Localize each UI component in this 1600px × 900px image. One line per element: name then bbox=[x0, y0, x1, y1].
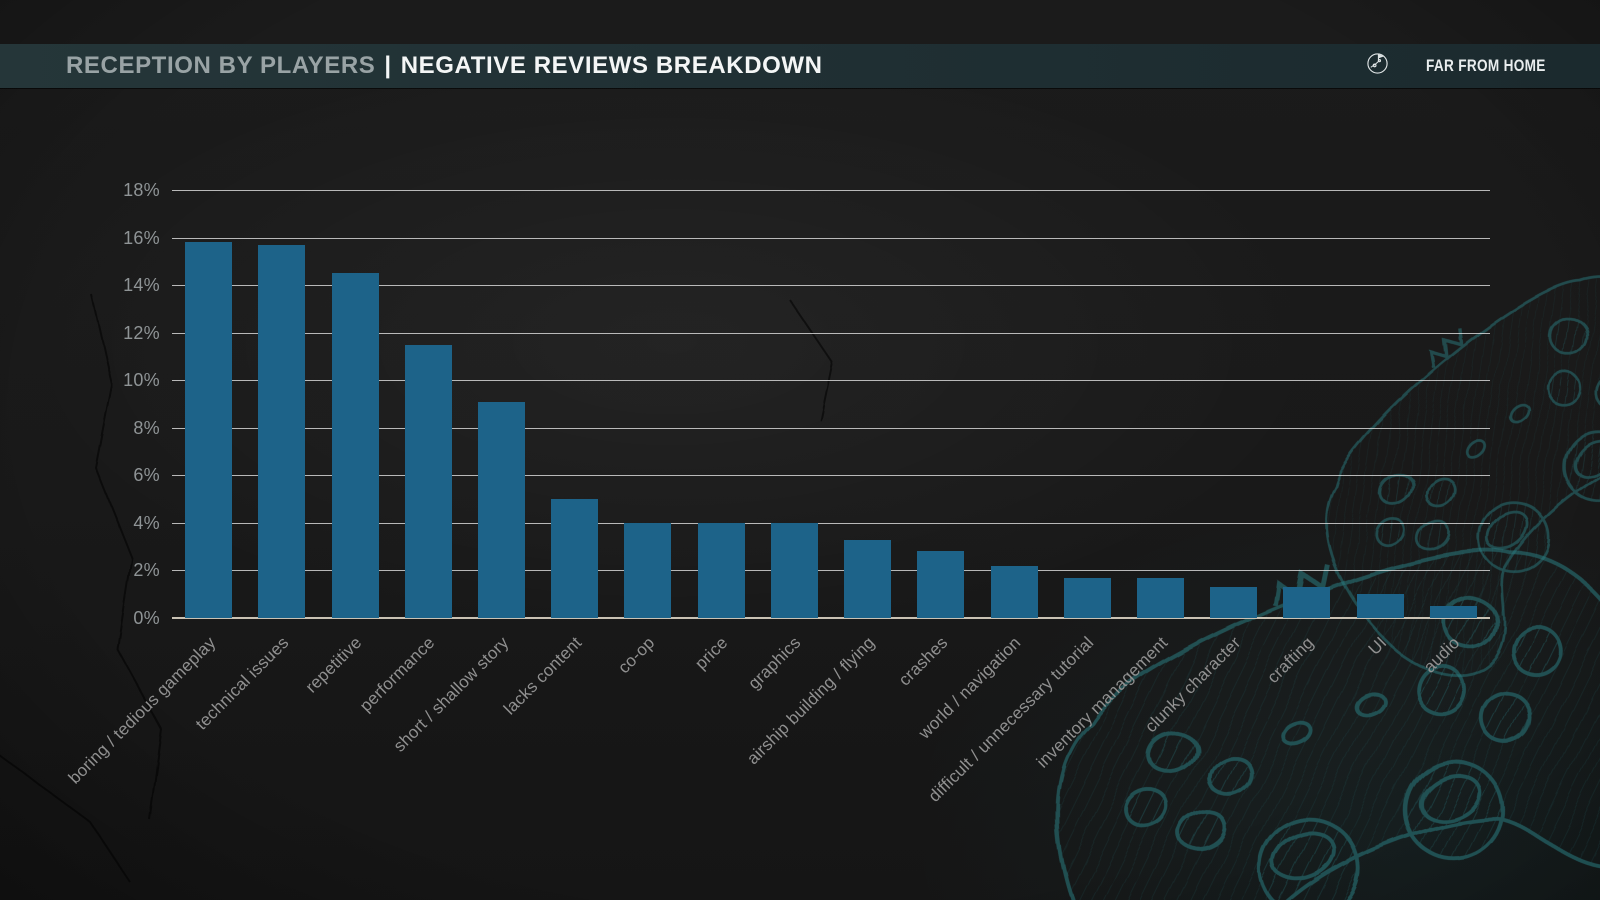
y-tick-label: 2% bbox=[133, 560, 160, 581]
brand-logo: FAR FROM HOME bbox=[1366, 52, 1600, 80]
bar bbox=[331, 273, 379, 618]
gridline bbox=[172, 427, 1490, 429]
bar bbox=[478, 401, 525, 618]
bar bbox=[1283, 587, 1331, 618]
y-tick-label: 14% bbox=[123, 275, 160, 296]
bar bbox=[1429, 606, 1477, 618]
gridline bbox=[172, 237, 1490, 239]
bar bbox=[770, 522, 818, 618]
gridline bbox=[172, 522, 1490, 524]
page-title: RECEPTION BY PLAYERS | NEGATIVE REVIEWS BR… bbox=[0, 52, 823, 80]
y-tick-label: 18% bbox=[123, 180, 160, 200]
bar bbox=[1356, 594, 1404, 618]
gridline bbox=[172, 380, 1490, 382]
x-axis-line bbox=[172, 617, 1490, 619]
bar bbox=[917, 551, 965, 618]
bar bbox=[185, 242, 233, 618]
bar bbox=[697, 522, 745, 618]
y-tick-label: 16% bbox=[123, 227, 160, 248]
gridline bbox=[172, 190, 1490, 191]
bar bbox=[844, 539, 892, 618]
bar bbox=[551, 499, 599, 618]
bar bbox=[1063, 577, 1111, 618]
title-subject: NEGATIVE REVIEWS BREAKDOWN bbox=[400, 52, 823, 79]
bar bbox=[990, 565, 1038, 618]
title-section: RECEPTION BY PLAYERS bbox=[66, 52, 376, 79]
gridline bbox=[172, 332, 1490, 334]
y-tick-label: 10% bbox=[123, 370, 160, 391]
y-tick-label: 12% bbox=[123, 322, 160, 343]
brand-name: FAR FROM HOME bbox=[1426, 56, 1546, 75]
bar bbox=[624, 522, 672, 618]
bar bbox=[1210, 587, 1258, 618]
bar bbox=[404, 344, 452, 618]
y-tick-label: 0% bbox=[133, 608, 160, 628]
title-separator: | bbox=[384, 52, 392, 79]
gridline bbox=[172, 570, 1490, 572]
bar bbox=[1137, 577, 1184, 618]
bar bbox=[258, 244, 306, 618]
moon-flag-icon bbox=[1366, 52, 1389, 80]
gridline bbox=[172, 475, 1490, 477]
header-band: RECEPTION BY PLAYERS | NEGATIVE REVIEWS BR… bbox=[0, 44, 1600, 88]
y-tick-label: 4% bbox=[133, 512, 160, 533]
y-tick-label: 8% bbox=[133, 417, 160, 438]
gridline bbox=[172, 285, 1490, 287]
y-tick-label: 6% bbox=[133, 465, 160, 486]
